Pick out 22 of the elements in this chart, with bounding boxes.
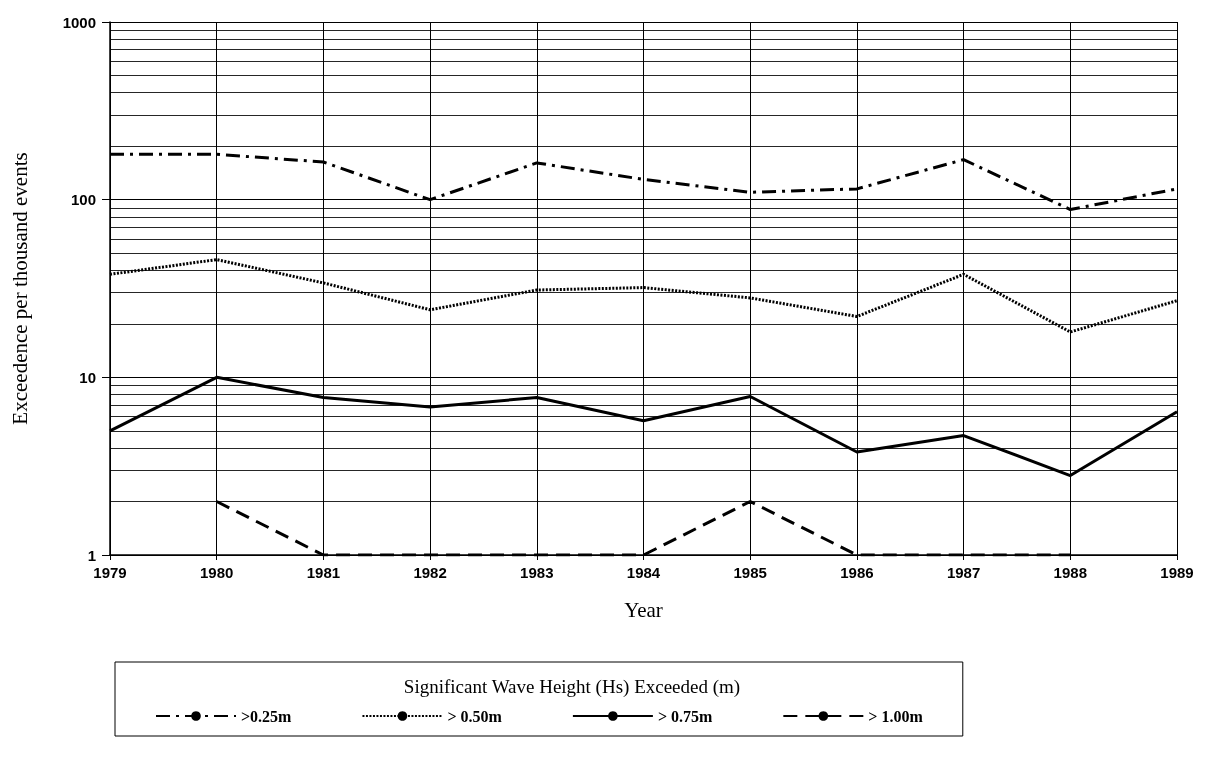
- x-tick-label: 1979: [93, 564, 127, 581]
- x-axis-title: Year: [624, 597, 663, 622]
- x-tick-label: 1984: [626, 564, 661, 581]
- y-tick-label: 1: [87, 546, 96, 564]
- x-tick-label: 1989: [1160, 564, 1194, 581]
- y-tick-label: 100: [70, 191, 96, 209]
- x-tick-label: 1980: [200, 564, 234, 581]
- legend-title: Significant Wave Height (Hs) Exceeded (m): [403, 676, 741, 698]
- x-tick-label: 1981: [306, 564, 341, 581]
- legend-label: > 0.50m: [447, 707, 503, 725]
- legend-label: > 1.00m: [868, 707, 924, 725]
- x-tick-label: 1988: [1053, 564, 1087, 581]
- x-tick-label: 1982: [413, 564, 447, 581]
- y-tick-label: 10: [79, 368, 96, 386]
- legend-label: > 0.75m: [657, 707, 714, 725]
- x-tick-label: 1987: [946, 564, 981, 581]
- y-tick-label: 1000: [62, 13, 96, 31]
- x-tick-label: 1983: [520, 564, 554, 581]
- x-tick-label: 1985: [733, 564, 767, 581]
- y-axis-title: Exceedence per thousand events: [7, 152, 32, 425]
- legend-label: >0.25m: [241, 707, 293, 725]
- x-tick-label: 1986: [840, 564, 874, 581]
